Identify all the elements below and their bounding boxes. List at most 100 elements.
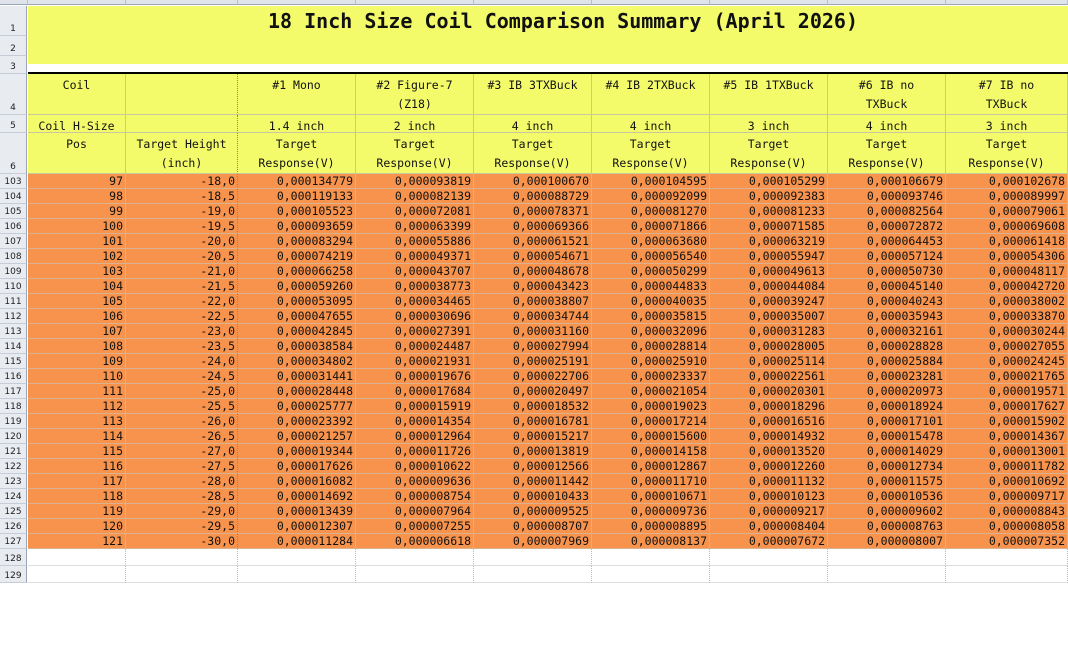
data-cell[interactable]: -18,5 — [126, 189, 238, 204]
data-cell[interactable]: 117 — [28, 474, 126, 489]
column-header[interactable] — [238, 0, 356, 5]
empty-cell[interactable] — [28, 566, 126, 583]
data-cell[interactable]: -19,0 — [126, 204, 238, 219]
data-cell[interactable]: 0,000043707 — [356, 264, 474, 279]
data-cell[interactable]: 0,000020973 — [828, 384, 946, 399]
data-cell[interactable]: -18,0 — [126, 174, 238, 189]
data-cell[interactable]: 0,000008895 — [592, 519, 710, 534]
data-cell[interactable]: 0,000021257 — [238, 429, 356, 444]
column-header[interactable] — [710, 0, 828, 5]
data-cell[interactable]: 0,000035943 — [828, 309, 946, 324]
data-cell[interactable]: 0,000064453 — [828, 234, 946, 249]
data-cell[interactable]: 0,000072081 — [356, 204, 474, 219]
data-cell[interactable]: 97 — [28, 174, 126, 189]
data-cell[interactable]: 0,000011442 — [474, 474, 592, 489]
data-cell[interactable]: 0,000100670 — [474, 174, 592, 189]
data-cell[interactable]: 0,000019344 — [238, 444, 356, 459]
data-cell[interactable]: 0,000028005 — [710, 339, 828, 354]
empty-cell[interactable] — [126, 566, 238, 583]
data-cell[interactable]: 0,000040035 — [592, 294, 710, 309]
data-cell[interactable]: 0,000006618 — [356, 534, 474, 549]
data-cell[interactable]: 0,000042845 — [238, 324, 356, 339]
column-header[interactable] — [28, 0, 126, 5]
data-cell[interactable]: 0,000008058 — [946, 519, 1068, 534]
data-cell[interactable]: 0,000018296 — [710, 399, 828, 414]
data-cell[interactable]: 0,000055886 — [356, 234, 474, 249]
data-cell[interactable]: 0,000021765 — [946, 369, 1068, 384]
row-header[interactable]: 111 — [0, 294, 27, 309]
data-cell[interactable]: 0,000035815 — [592, 309, 710, 324]
row-header[interactable]: 123 — [0, 474, 27, 489]
data-cell[interactable]: 0,000011710 — [592, 474, 710, 489]
data-cell[interactable]: 0,000089997 — [946, 189, 1068, 204]
data-cell[interactable]: 118 — [28, 489, 126, 504]
data-cell[interactable]: 0,000014932 — [710, 429, 828, 444]
row-header[interactable]: 129 — [0, 566, 27, 583]
data-cell[interactable]: -23,5 — [126, 339, 238, 354]
data-cell[interactable]: 0,000009602 — [828, 504, 946, 519]
data-cell[interactable]: 0,000027994 — [474, 339, 592, 354]
data-cell[interactable]: 0,000054306 — [946, 249, 1068, 264]
column-header[interactable] — [356, 0, 474, 5]
data-cell[interactable]: 0,000034802 — [238, 354, 356, 369]
data-cell[interactable]: 0,000043423 — [474, 279, 592, 294]
data-cell[interactable]: 0,000013819 — [474, 444, 592, 459]
data-cell[interactable]: 115 — [28, 444, 126, 459]
data-cell[interactable]: 0,000008843 — [946, 504, 1068, 519]
data-cell[interactable]: 0,000018532 — [474, 399, 592, 414]
data-cell[interactable]: 0,000007672 — [710, 534, 828, 549]
data-cell[interactable]: 0,000048117 — [946, 264, 1068, 279]
data-cell[interactable]: 0,000017101 — [828, 414, 946, 429]
data-cell[interactable]: 106 — [28, 309, 126, 324]
data-cell[interactable]: 0,000011284 — [238, 534, 356, 549]
data-cell[interactable]: -21,5 — [126, 279, 238, 294]
data-cell[interactable]: -24,0 — [126, 354, 238, 369]
data-cell[interactable]: 0,000045140 — [828, 279, 946, 294]
data-cell[interactable]: 0,000022561 — [710, 369, 828, 384]
row-header[interactable]: 127 — [0, 534, 27, 549]
data-cell[interactable]: 121 — [28, 534, 126, 549]
data-cell[interactable]: 0,000035007 — [710, 309, 828, 324]
data-cell[interactable]: -19,5 — [126, 219, 238, 234]
data-cell[interactable]: 0,000059260 — [238, 279, 356, 294]
data-cell[interactable]: 113 — [28, 414, 126, 429]
data-cell[interactable]: -28,0 — [126, 474, 238, 489]
empty-cell[interactable] — [828, 549, 946, 566]
data-cell[interactable]: 0,000020497 — [474, 384, 592, 399]
data-cell[interactable]: 0,000019676 — [356, 369, 474, 384]
data-cell[interactable]: 0,000015600 — [592, 429, 710, 444]
data-cell[interactable]: 0,000054671 — [474, 249, 592, 264]
data-cell[interactable]: 0,000093659 — [238, 219, 356, 234]
data-cell[interactable]: 0,000025777 — [238, 399, 356, 414]
data-cell[interactable]: 0,000078371 — [474, 204, 592, 219]
data-cell[interactable]: 0,000012260 — [710, 459, 828, 474]
data-cell[interactable]: 0,000008007 — [828, 534, 946, 549]
data-cell[interactable]: 0,000028828 — [828, 339, 946, 354]
data-cell[interactable]: 0,000053095 — [238, 294, 356, 309]
data-cell[interactable]: 0,000119133 — [238, 189, 356, 204]
data-cell[interactable]: 0,000008754 — [356, 489, 474, 504]
data-cell[interactable]: 0,000017684 — [356, 384, 474, 399]
data-cell[interactable]: 0,000092383 — [710, 189, 828, 204]
data-cell[interactable]: 0,000030696 — [356, 309, 474, 324]
data-cell[interactable]: 0,000008763 — [828, 519, 946, 534]
data-cell[interactable]: 0,000049613 — [710, 264, 828, 279]
data-cell[interactable]: 0,000027391 — [356, 324, 474, 339]
data-cell[interactable]: 110 — [28, 369, 126, 384]
data-cell[interactable]: -21,0 — [126, 264, 238, 279]
data-cell[interactable]: 0,000015217 — [474, 429, 592, 444]
row-header[interactable]: 120 — [0, 429, 27, 444]
data-cell[interactable]: 120 — [28, 519, 126, 534]
data-cell[interactable]: 0,000007964 — [356, 504, 474, 519]
data-cell[interactable]: 0,000016516 — [710, 414, 828, 429]
data-cell[interactable]: 0,000007352 — [946, 534, 1068, 549]
data-cell[interactable]: -28,5 — [126, 489, 238, 504]
data-cell[interactable]: 0,000055947 — [710, 249, 828, 264]
data-cell[interactable]: 0,000057124 — [828, 249, 946, 264]
data-cell[interactable]: 0,000061521 — [474, 234, 592, 249]
data-cell[interactable]: 0,000010692 — [946, 474, 1068, 489]
data-cell[interactable]: 111 — [28, 384, 126, 399]
row-header[interactable]: 117 — [0, 384, 27, 399]
empty-cell[interactable] — [946, 566, 1068, 583]
data-cell[interactable]: 0,000015478 — [828, 429, 946, 444]
